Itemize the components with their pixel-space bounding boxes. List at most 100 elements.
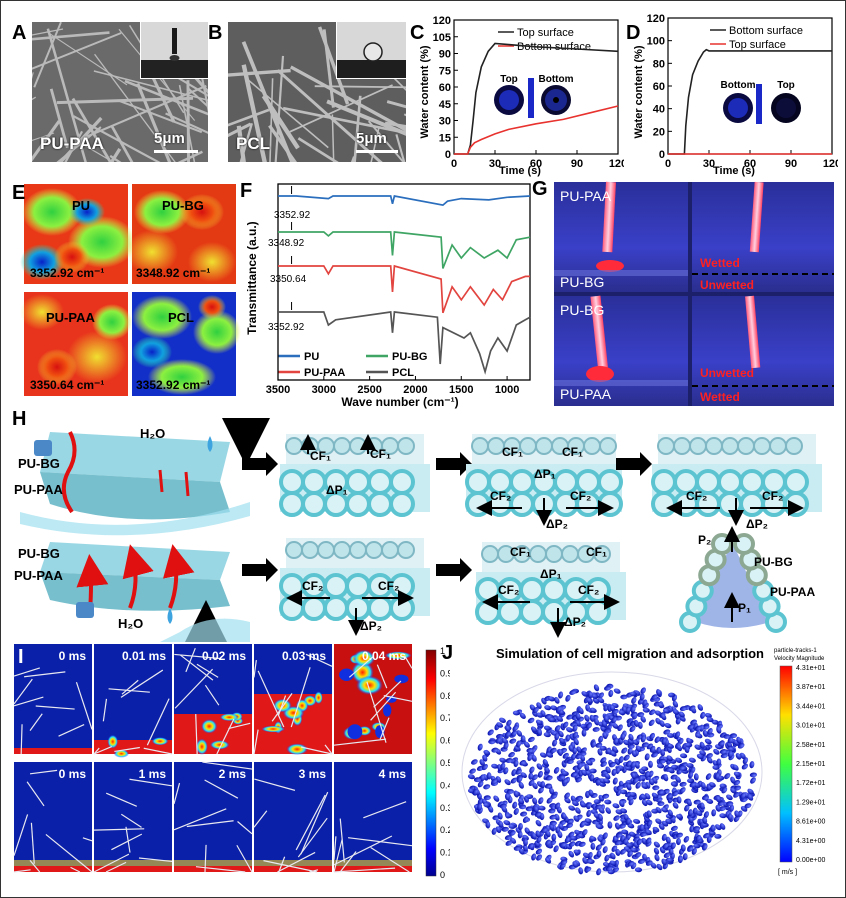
fiber-line [333,738,387,746]
water-front [14,860,92,866]
cell-particle [675,832,684,838]
cell-particle [648,778,655,786]
cell-particle [642,853,648,861]
bg-fiber [599,437,617,455]
cell-particle [485,821,491,829]
inset-label-top: Top [777,80,795,91]
fiber-line [120,813,142,828]
cell-particle [581,691,588,697]
cf1-label: CF₁ [370,447,391,461]
cf1-label: CF₁ [562,445,583,459]
cell-particle [602,793,610,799]
tile-name-pu-bg: PU-BG [162,198,204,213]
fiber-line [236,844,253,873]
cell-particle [566,714,574,720]
dp2-label: ΔP₂ [546,517,568,531]
fiber [370,126,380,162]
fiber [395,134,406,162]
paa-fiber [597,491,623,517]
cell-particle [549,814,557,820]
fiber-line [324,744,333,755]
process-arrow [616,452,652,476]
cell-particle [585,760,593,766]
cell-particle [688,816,694,824]
cell-particle [661,858,667,866]
cell-particle [719,813,727,819]
cell-particle [574,829,581,836]
cell-particle [639,831,647,837]
layer-label-pu-paa: PU-PAA [14,568,63,583]
cell-particle [676,814,683,820]
cell-particle [537,770,543,778]
cell-particle [679,787,686,794]
cell-particle [655,818,662,825]
cell-particle [586,698,593,704]
cell-particle [613,815,620,821]
fiber-line [204,779,239,799]
paa-fiber [475,599,501,625]
fiber-line [254,778,296,791]
cf2-label: CF₂ [762,489,783,503]
cell-particle [637,712,645,718]
cell-particle [604,799,612,805]
fiber-line [253,810,268,828]
cell-particle [631,697,637,704]
fiber-line [228,722,251,730]
cell-particle [540,781,546,789]
cell-particle [674,731,681,739]
cell-particle [544,705,552,711]
paa-fiber [651,491,677,517]
fiber [241,41,295,162]
colorbar-tick-3: 3.01e+01 [796,723,825,730]
cell-particle [611,768,617,776]
cell-particle [719,823,726,830]
cell-particle [479,759,485,766]
cell-particle [615,766,621,774]
cell-particle [697,704,704,711]
cell-particle [699,741,705,749]
cell-particle [716,758,722,766]
cone-diagram [679,526,787,633]
cell-particle [706,753,713,759]
dp1-label: ΔP₁ [534,467,556,481]
cell-particle [477,798,484,805]
cell-particle [589,836,597,842]
layer-label-pu-paa: PU-PAA [14,482,63,497]
cell-particle [632,777,639,784]
cell-particle [517,831,523,839]
cell-particle [666,793,673,800]
cell-particle [658,758,666,764]
legend-bottom-surface: Bottom surface [729,25,803,37]
cell-particle [544,783,552,789]
cell-particle [570,835,578,841]
cell-particle [676,796,682,804]
cone-label-pu-bg: PU-BG [754,555,793,569]
fiber-line [339,818,345,863]
cell-particle [538,786,544,794]
cell-particle [547,696,556,702]
cell-particle [568,805,576,811]
cell-particle [719,748,727,755]
y-axis-label: Transmittance (a.u.) [245,221,259,334]
cell-particle [621,829,629,835]
cell-particle [702,729,708,737]
cell-particle [491,778,498,785]
cell-particle [727,750,733,758]
cell-particle [566,727,573,733]
fiber-line [143,747,173,755]
tile-name-pu-paa: PU-PAA [46,310,95,325]
panel-label: F [240,180,253,202]
cell-particle [570,753,577,761]
material-label: PCL [236,134,270,153]
y-tick-label-4: 80 [653,58,665,70]
cell-particle [686,737,692,745]
cell-particle [554,696,560,704]
water-fill [254,866,332,872]
p2-label: P₂ [698,533,711,547]
label-pu-bg-upper: PU-BG [560,302,605,318]
cell-particle [557,748,563,756]
panel-f: Wave number (cm⁻¹) Transmittance (a.u.) … [240,178,544,410]
cell-particle [517,798,525,805]
cell-particle [593,684,600,692]
x-tick-label-0: 0 [665,158,671,170]
